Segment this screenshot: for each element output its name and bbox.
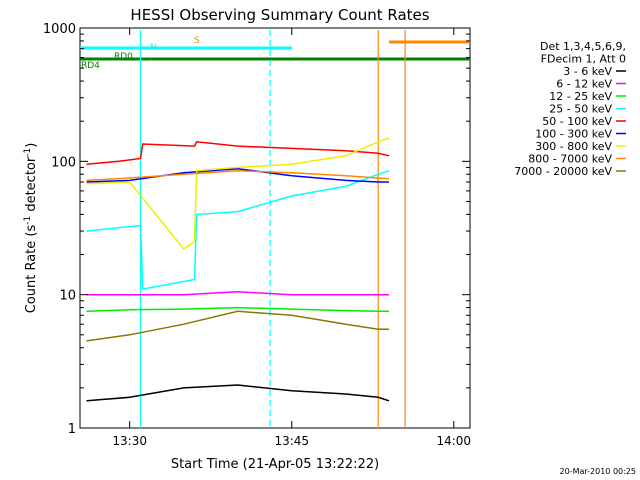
legend-header-1: FDecim 1, Att 0	[541, 53, 626, 66]
y-tick-label-2: 100	[51, 155, 76, 170]
series-line-1	[86, 291, 389, 296]
y-tick-label-1: 10	[59, 289, 76, 304]
y-axis-label-mid: detector	[24, 156, 39, 216]
legend-label-0: 3 - 6 keV	[563, 65, 612, 78]
x-tick-label-2: 14:00	[436, 434, 471, 448]
plot-frame	[79, 27, 471, 429]
event-lines	[139, 30, 406, 428]
x-tick-label-1: 13:45	[274, 434, 309, 448]
series-lines	[86, 137, 390, 402]
chart-title: HESSI Observing Summary Count Rates	[130, 6, 429, 24]
axis-ticks: 13:30 13:45 14:00 1 10 100 1000	[43, 22, 471, 448]
legend-label-1: 6 - 12 keV	[556, 78, 612, 91]
flag-label-rd4: RD4	[81, 61, 100, 71]
x-axis-label: Start Time (21-Apr-05 13:22:22)	[171, 457, 379, 472]
y-axis-label-end: )	[24, 143, 39, 148]
series-line-4	[86, 141, 390, 166]
y-axis-label: Count Rate (s-1 detector-1)	[23, 143, 39, 314]
x-tick-label-0: 13:30	[112, 434, 147, 448]
legend-label-8: 7000 - 20000 keV	[514, 165, 612, 178]
y-tick-label-3: 1000	[43, 22, 76, 37]
legend-label-2: 12 - 25 keV	[549, 90, 612, 103]
y-tick-label-0: 1	[68, 422, 76, 437]
flag-label-s: S	[194, 36, 200, 46]
legend-label-7: 800 - 7000 keV	[528, 153, 612, 166]
legend-header-0: Det 1,3,4,5,6,9,	[540, 40, 626, 53]
y-axis-label-sup2: -1	[23, 148, 33, 157]
series-line-3	[86, 169, 390, 290]
legend-label-4: 50 - 100 keV	[542, 115, 612, 128]
flag-label-rd0: RD0	[114, 52, 133, 62]
generation-timestamp: 20-Mar-2010 00:25	[560, 467, 637, 476]
legend-label-3: 25 - 50 keV	[549, 103, 612, 116]
series-line-0	[86, 384, 390, 402]
legend: Det 1,3,4,5,6,9,FDecim 1, Att 03 - 6 keV…	[514, 40, 626, 178]
instrument-flags: N S RD0 RD4	[80, 36, 470, 71]
series-line-7	[86, 169, 390, 182]
y-axis-label-main: Count Rate (s	[24, 225, 39, 314]
series-line-6	[86, 137, 390, 251]
series-line-8	[86, 310, 389, 342]
series-line-2	[86, 306, 389, 313]
legend-label-5: 100 - 300 keV	[535, 128, 612, 141]
flag-label-n: N	[150, 43, 157, 53]
y-axis-label-sup1: -1	[23, 216, 33, 225]
legend-label-6: 300 - 800 keV	[535, 140, 612, 153]
